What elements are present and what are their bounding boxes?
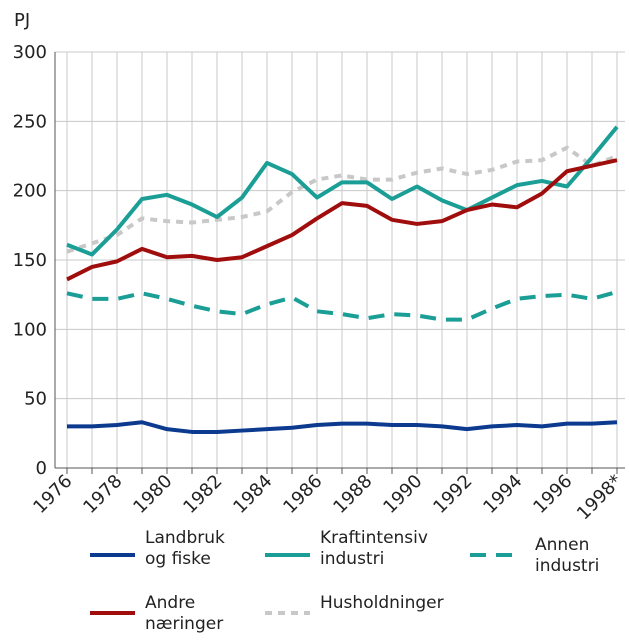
series-line <box>66 158 618 282</box>
x-tick-label: 1992 <box>429 471 476 518</box>
x-tick-label: 1990 <box>379 471 426 518</box>
y-tick-label: 250 <box>13 111 47 132</box>
y-tick-label: 300 <box>13 42 47 63</box>
y-axis-label: PJ <box>14 10 30 31</box>
x-tick-label: 1978 <box>79 471 126 518</box>
y-tick-label: 50 <box>24 389 47 410</box>
x-tick-label: 1998* <box>573 471 627 525</box>
y-tick-label: 200 <box>13 181 47 202</box>
y-tick-label: 150 <box>13 250 47 271</box>
y-tick-label: 0 <box>36 458 47 479</box>
legend-label: Kraftintensiv industri <box>320 528 428 569</box>
series-line <box>66 125 619 257</box>
legend-label: Husholdninger <box>320 592 444 613</box>
series-line <box>66 145 618 254</box>
series-line <box>67 420 618 434</box>
x-tick-label: 1986 <box>279 471 326 518</box>
y-tick-label: 100 <box>13 319 47 340</box>
x-tick-label: 1988 <box>329 471 376 518</box>
legend-label: Andre næringer <box>145 592 224 634</box>
x-tick-label: 1980 <box>129 471 176 518</box>
legend-label: Annen industri <box>535 534 600 576</box>
x-tick-label: 1996 <box>529 471 576 518</box>
x-tick-label: 1982 <box>179 471 226 518</box>
series-line <box>66 289 618 322</box>
x-tick-label: 1994 <box>479 471 526 518</box>
legend-label: Landbruk og fiske <box>145 528 225 569</box>
x-tick-label: 1984 <box>229 471 276 518</box>
